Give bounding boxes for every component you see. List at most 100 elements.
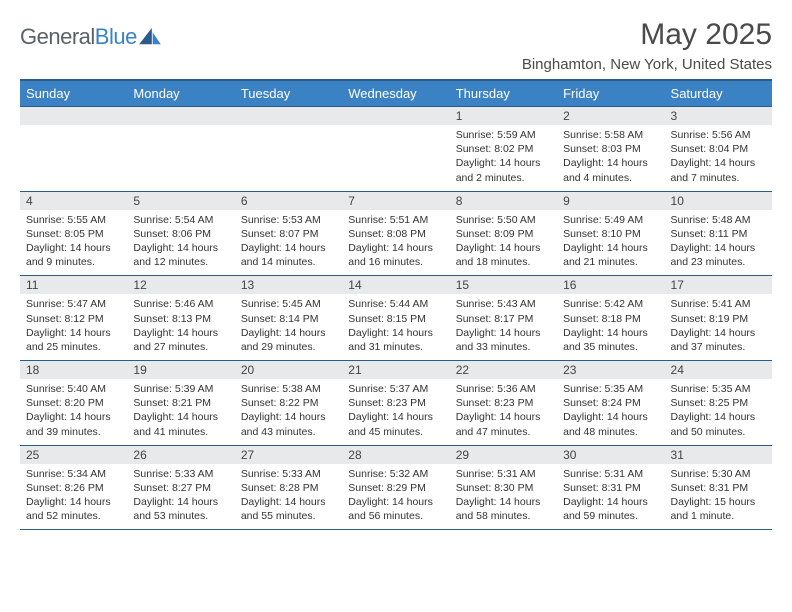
day-details: Sunrise: 5:33 AMSunset: 8:27 PMDaylight:… (127, 464, 234, 530)
detail-line: Sunset: 8:26 PM (26, 481, 121, 495)
detail-row: Sunrise: 5:59 AMSunset: 8:02 PM Daylight:… (20, 125, 772, 191)
detail-line: Sunset: 8:24 PM (563, 396, 658, 410)
day-details: Sunrise: 5:33 AMSunset: 8:28 PMDaylight:… (235, 464, 342, 530)
detail-line: Daylight: 14 hours and 41 minutes. (133, 410, 228, 438)
daynum-row: 18192021222324 (20, 361, 772, 380)
detail-line: Sunset: 8:23 PM (456, 396, 551, 410)
detail-line: Sunset: 8:09 PM (456, 227, 551, 241)
day-number: 22 (450, 361, 557, 380)
day-details: Sunrise: 5:54 AMSunset: 8:06 PMDaylight:… (127, 210, 234, 276)
detail-line: Daylight: 14 hours and 56 minutes. (348, 495, 443, 523)
detail-line: Sunrise: 5:58 AM (563, 128, 658, 142)
day-number: 25 (20, 445, 127, 464)
detail-line: Sunset: 8:05 PM (26, 227, 121, 241)
day-number (127, 107, 234, 126)
daynum-row: 45678910 (20, 191, 772, 210)
day-number: 20 (235, 361, 342, 380)
day-details: Sunrise: 5:46 AMSunset: 8:13 PMDaylight:… (127, 294, 234, 360)
detail-line: Daylight: 14 hours and 33 minutes. (456, 326, 551, 354)
daynum-row: 25262728293031 (20, 445, 772, 464)
day-details: Sunrise: 5:37 AMSunset: 8:23 PMDaylight:… (342, 379, 449, 445)
detail-line: Sunrise: 5:55 AM (26, 213, 121, 227)
day-details: Sunrise: 5:40 AMSunset: 8:20 PMDaylight:… (20, 379, 127, 445)
detail-line: Daylight: 14 hours and 48 minutes. (563, 410, 658, 438)
weekday-header: Wednesday (342, 80, 449, 107)
day-number: 23 (557, 361, 664, 380)
day-details (20, 125, 127, 191)
month-title: May 2025 (522, 18, 772, 52)
detail-line: Sunset: 8:28 PM (241, 481, 336, 495)
detail-line: Daylight: 14 hours and 53 minutes. (133, 495, 228, 523)
detail-line: Daylight: 14 hours and 27 minutes. (133, 326, 228, 354)
day-number: 2 (557, 107, 664, 126)
calendar-table: Sunday Monday Tuesday Wednesday Thursday… (20, 79, 772, 529)
day-number: 16 (557, 276, 664, 295)
day-number: 13 (235, 276, 342, 295)
weekday-header: Sunday (20, 80, 127, 107)
day-number: 5 (127, 191, 234, 210)
day-details: Sunrise: 5:35 AMSunset: 8:25 PMDaylight:… (665, 379, 772, 445)
day-details: Sunrise: 5:39 AMSunset: 8:21 PMDaylight:… (127, 379, 234, 445)
day-number: 24 (665, 361, 772, 380)
detail-line: Sunrise: 5:59 AM (456, 128, 551, 142)
detail-line: Sunrise: 5:33 AM (241, 467, 336, 481)
detail-line: Sunset: 8:17 PM (456, 312, 551, 326)
detail-line: Daylight: 14 hours and 23 minutes. (671, 241, 766, 269)
detail-line: Sunrise: 5:43 AM (456, 297, 551, 311)
day-details: Sunrise: 5:35 AMSunset: 8:24 PMDaylight:… (557, 379, 664, 445)
detail-line: Daylight: 14 hours and 59 minutes. (563, 495, 658, 523)
detail-line: Sunrise: 5:49 AM (563, 213, 658, 227)
detail-line: Sunrise: 5:42 AM (563, 297, 658, 311)
detail-line: Daylight: 14 hours and 39 minutes. (26, 410, 121, 438)
day-number: 7 (342, 191, 449, 210)
weekday-row: Sunday Monday Tuesday Wednesday Thursday… (20, 80, 772, 107)
day-number: 26 (127, 445, 234, 464)
day-details: Sunrise: 5:42 AMSunset: 8:18 PMDaylight:… (557, 294, 664, 360)
weekday-header: Friday (557, 80, 664, 107)
detail-line: Sunrise: 5:50 AM (456, 213, 551, 227)
detail-row: Sunrise: 5:47 AMSunset: 8:12 PMDaylight:… (20, 294, 772, 360)
detail-row: Sunrise: 5:55 AMSunset: 8:05 PM Daylight:… (20, 210, 772, 276)
day-number: 12 (127, 276, 234, 295)
weekday-header: Tuesday (235, 80, 342, 107)
brand-text: GeneralBlue (20, 24, 137, 50)
day-details: Sunrise: 5:49 AMSunset: 8:10 PMDaylight:… (557, 210, 664, 276)
detail-line: Daylight: 14 hours and 7 minutes. (671, 156, 766, 184)
day-details: Sunrise: 5:48 AMSunset: 8:11 PMDaylight:… (665, 210, 772, 276)
detail-line: Sunrise: 5:44 AM (348, 297, 443, 311)
detail-line: Daylight: 14 hours and 43 minutes. (241, 410, 336, 438)
day-details: Sunrise: 5:47 AMSunset: 8:12 PMDaylight:… (20, 294, 127, 360)
day-number: 31 (665, 445, 772, 464)
detail-line: Sunset: 8:02 PM (456, 142, 551, 156)
day-number: 28 (342, 445, 449, 464)
day-details: Sunrise: 5:55 AMSunset: 8:05 PMDaylight:… (20, 210, 127, 276)
day-details: Sunrise: 5:53 AMSunset: 8:07 PMDaylight:… (235, 210, 342, 276)
detail-line: Sunrise: 5:39 AM (133, 382, 228, 396)
day-details: Sunrise: 5:31 AMSunset: 8:30 PMDaylight:… (450, 464, 557, 530)
detail-line: Sunrise: 5:53 AM (241, 213, 336, 227)
day-number: 1 (450, 107, 557, 126)
detail-line: Sunset: 8:03 PM (563, 142, 658, 156)
detail-line: Sunset: 8:04 PM (671, 142, 766, 156)
day-details: Sunrise: 5:44 AMSunset: 8:15 PMDaylight:… (342, 294, 449, 360)
daynum-row: 123 (20, 107, 772, 126)
day-number: 19 (127, 361, 234, 380)
day-details: Sunrise: 5:50 AMSunset: 8:09 PMDaylight:… (450, 210, 557, 276)
detail-line: Sunrise: 5:30 AM (671, 467, 766, 481)
detail-line: Sunset: 8:22 PM (241, 396, 336, 410)
day-number: 17 (665, 276, 772, 295)
day-number: 11 (20, 276, 127, 295)
day-number (20, 107, 127, 126)
detail-line: Daylight: 14 hours and 50 minutes. (671, 410, 766, 438)
detail-line: Sunset: 8:30 PM (456, 481, 551, 495)
detail-line: Sunrise: 5:38 AM (241, 382, 336, 396)
day-number: 4 (20, 191, 127, 210)
detail-line: Sunrise: 5:45 AM (241, 297, 336, 311)
day-number: 6 (235, 191, 342, 210)
detail-line: Sunset: 8:23 PM (348, 396, 443, 410)
day-details: Sunrise: 5:30 AMSunset: 8:31 PMDaylight:… (665, 464, 772, 530)
day-details: Sunrise: 5:38 AMSunset: 8:22 PMDaylight:… (235, 379, 342, 445)
day-number: 30 (557, 445, 664, 464)
day-number: 9 (557, 191, 664, 210)
detail-line: Sunset: 8:12 PM (26, 312, 121, 326)
